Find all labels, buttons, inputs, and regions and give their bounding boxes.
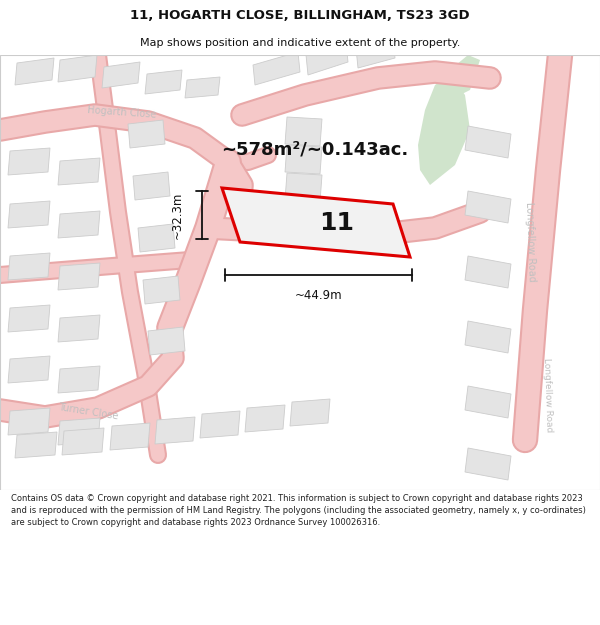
- Text: Turner Close: Turner Close: [58, 402, 119, 422]
- Polygon shape: [253, 52, 300, 85]
- Polygon shape: [58, 263, 100, 290]
- Text: ~32.3m: ~32.3m: [171, 191, 184, 239]
- Polygon shape: [58, 315, 100, 342]
- Polygon shape: [465, 321, 511, 353]
- Polygon shape: [356, 38, 395, 68]
- Polygon shape: [245, 405, 285, 432]
- Polygon shape: [128, 120, 165, 148]
- Polygon shape: [58, 366, 100, 393]
- Polygon shape: [110, 423, 150, 450]
- Polygon shape: [58, 418, 100, 445]
- Polygon shape: [285, 145, 322, 174]
- Polygon shape: [8, 253, 50, 280]
- Polygon shape: [155, 417, 195, 444]
- Polygon shape: [148, 327, 185, 355]
- Polygon shape: [58, 211, 100, 238]
- Polygon shape: [145, 70, 182, 94]
- Polygon shape: [15, 432, 57, 458]
- Polygon shape: [15, 58, 54, 85]
- Text: ~44.9m: ~44.9m: [295, 289, 343, 302]
- Polygon shape: [465, 386, 511, 418]
- Text: Longfellow Road: Longfellow Road: [542, 357, 554, 432]
- Polygon shape: [8, 148, 50, 175]
- Text: Hogarth Close: Hogarth Close: [87, 104, 157, 119]
- Text: 11: 11: [319, 211, 354, 235]
- Polygon shape: [285, 117, 322, 146]
- Polygon shape: [8, 408, 50, 435]
- Text: 11, HOGARTH CLOSE, BILLINGHAM, TS23 3GD: 11, HOGARTH CLOSE, BILLINGHAM, TS23 3GD: [130, 9, 470, 22]
- Polygon shape: [285, 173, 322, 202]
- Polygon shape: [200, 411, 240, 438]
- Polygon shape: [465, 191, 511, 223]
- Text: ~578m²/~0.143ac.: ~578m²/~0.143ac.: [221, 141, 409, 159]
- Polygon shape: [102, 62, 140, 88]
- Polygon shape: [440, 55, 480, 100]
- Polygon shape: [418, 75, 470, 185]
- Polygon shape: [465, 448, 511, 480]
- Polygon shape: [8, 305, 50, 332]
- Polygon shape: [8, 201, 50, 228]
- Text: Map shows position and indicative extent of the property.: Map shows position and indicative extent…: [140, 38, 460, 48]
- Polygon shape: [465, 126, 511, 158]
- Polygon shape: [62, 428, 104, 455]
- Polygon shape: [222, 188, 410, 257]
- Polygon shape: [58, 55, 97, 82]
- Polygon shape: [133, 172, 170, 200]
- Polygon shape: [8, 356, 50, 383]
- Polygon shape: [290, 399, 330, 426]
- Polygon shape: [465, 256, 511, 288]
- Text: Contains OS data © Crown copyright and database right 2021. This information is : Contains OS data © Crown copyright and d…: [11, 494, 586, 527]
- Polygon shape: [138, 224, 175, 252]
- Polygon shape: [58, 158, 100, 185]
- Polygon shape: [143, 276, 180, 304]
- Polygon shape: [306, 42, 348, 75]
- Text: Longfellow Road: Longfellow Road: [524, 202, 536, 282]
- Polygon shape: [185, 77, 220, 98]
